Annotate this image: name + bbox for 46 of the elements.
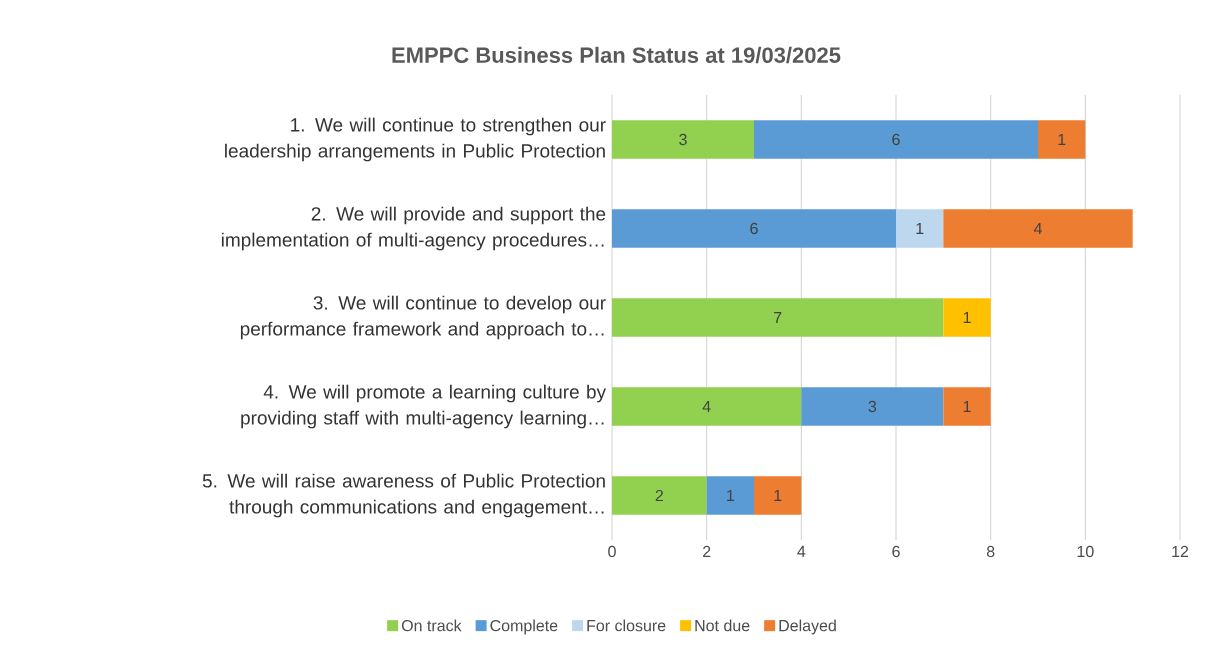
data-label: 4 (1033, 222, 1042, 235)
bar (612, 476, 707, 515)
data-label: 1 (963, 311, 971, 324)
data-label: 6 (750, 222, 758, 235)
bar (612, 209, 896, 248)
legend-label: For closure (587, 619, 666, 632)
data-label: 3 (679, 133, 687, 146)
data-label: 1 (774, 489, 782, 502)
data-label: 3 (868, 400, 877, 413)
bar (612, 120, 754, 159)
data-label: 1 (727, 489, 735, 502)
x-tick-label: 8 (986, 545, 995, 558)
y-tick-label: 4. We will promote a learning culture by providing staff with multi-agency learning… (241, 384, 607, 429)
y-tick-label: 2. We will provide and support the implementation of multi-agency procedures… (221, 206, 606, 251)
data-label: 4 (702, 400, 711, 413)
y-tick-label: 3. We will continue to develop our performance framework and approach to… (240, 295, 606, 340)
bar (801, 387, 944, 426)
data-label: 1 (916, 222, 924, 235)
bar (706, 476, 754, 515)
bar (612, 387, 802, 426)
bar (754, 476, 802, 515)
x-tick-label: 2 (703, 545, 711, 558)
legend-label: On track (401, 619, 462, 632)
x-tick-label: 4 (797, 545, 806, 557)
data-label: 7 (774, 311, 782, 324)
y-tick-label: 5. We will raise awareness of Public Protection through communications and engagement… (202, 473, 605, 518)
legend-label: Not due (695, 619, 750, 632)
data-label: 2 (655, 489, 663, 502)
bar (943, 298, 991, 337)
bar (943, 209, 1133, 248)
data-label: 1 (1058, 133, 1066, 146)
bar (896, 209, 944, 248)
x-tick-label: 10 (1077, 545, 1094, 558)
data-label: 6 (892, 133, 900, 146)
x-tick-label: 12 (1172, 545, 1189, 558)
legend-label: Delayed (779, 619, 836, 635)
data-label: 1 (963, 400, 971, 413)
bar (1038, 120, 1086, 159)
x-tick-label: 0 (608, 545, 616, 558)
x-tick-label: 6 (892, 545, 900, 558)
chart-title: EMPPC Business Plan Status at 19/03/2025 (392, 46, 841, 64)
bar (943, 387, 991, 426)
bar (612, 298, 944, 337)
y-tick-label: 1. We will continue to strengthen our leadership arrangements in Public Protection (225, 117, 606, 162)
legend-label: Complete (490, 619, 558, 635)
bar (754, 120, 1038, 159)
